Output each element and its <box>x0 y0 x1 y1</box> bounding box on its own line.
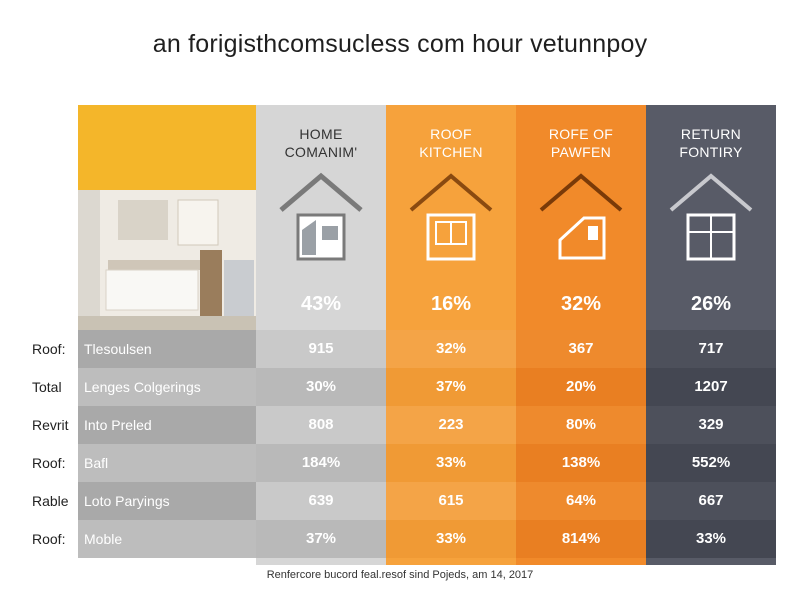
column-home-header: HOME COMANIM' <box>256 125 386 161</box>
table-cell: 37% <box>386 368 516 406</box>
table-row: Roof: Bafl 184% 33% 138% 552% <box>0 444 800 482</box>
table-row: Total Lenges Colgerings 30% 37% 20% 1207 <box>0 368 800 406</box>
table-cell: 667 <box>646 482 776 520</box>
house-home-icon <box>279 172 363 261</box>
column-kitchen-header-line2: KITCHEN <box>419 144 483 160</box>
house-kitchen-icon <box>409 173 493 261</box>
row-label-background <box>78 368 256 406</box>
table-cell: 329 <box>646 406 776 444</box>
table-cell: 20% <box>516 368 646 406</box>
row-label-name: Tlesoulsen <box>84 341 152 357</box>
row-label-category: Total <box>32 379 62 395</box>
column-kitchen-value: 16% <box>430 293 472 315</box>
column-return-header-line1: RETURN <box>680 126 742 142</box>
table-row: Revrit Into Preled 808 223 80% 329 <box>0 406 800 444</box>
row-label-category: Roof: <box>32 341 66 357</box>
table-cell: 33% <box>386 444 516 482</box>
row-label-background <box>78 444 256 482</box>
table-cell: 1207 <box>646 368 776 406</box>
table-cell: 814% <box>516 520 646 558</box>
row-label-background <box>78 520 256 558</box>
row-label-name: Moble <box>84 531 123 547</box>
table-cell: 33% <box>386 520 516 558</box>
photo-accent-block <box>78 105 256 190</box>
table-row: Rable Loto Paryings 639 615 64% 667 <box>0 482 800 520</box>
column-roof-header-line1: ROFE OF <box>548 126 614 142</box>
column-home-header-line2: COMANIM' <box>284 144 358 160</box>
table-cell: 30% <box>256 368 386 406</box>
footer-note: Renfercore bucord feal.resof sind Pojeds… <box>266 569 534 581</box>
row-label-background <box>78 406 256 444</box>
row-label-category: Rable <box>32 493 69 509</box>
table-cell: 32% <box>386 330 516 368</box>
column-return-header: RETURN FONTIRY <box>646 125 776 161</box>
column-return-header-line2: FONTIRY <box>679 144 743 160</box>
table-row: Roof: Tlesoulsen 915 32% 367 717 <box>0 330 800 368</box>
column-home-value: 43% <box>300 293 342 315</box>
table-row: Roof: Moble 37% 33% 814% 33% <box>0 520 800 558</box>
table-cell: 37% <box>256 520 386 558</box>
kitchen-photo-column <box>78 105 256 565</box>
row-label-background <box>78 330 256 368</box>
table-cell: 552% <box>646 444 776 482</box>
row-label-name: Lenges Colgerings <box>84 379 201 395</box>
table-cell: 184% <box>256 444 386 482</box>
table-cell: 138% <box>516 444 646 482</box>
row-label-category: Revrit <box>32 417 69 433</box>
column-roof-header-line2: PAWFEN <box>550 144 612 160</box>
table-cell: 80% <box>516 406 646 444</box>
row-label-name: Loto Paryings <box>84 493 170 509</box>
table-cell: 915 <box>256 330 386 368</box>
house-window-icon <box>669 173 753 261</box>
column-home-header-line1: HOME <box>299 126 343 142</box>
table-cell: 808 <box>256 406 386 444</box>
row-label-background <box>78 482 256 520</box>
table-cell: 223 <box>386 406 516 444</box>
row-label-category: Roof: <box>32 455 66 471</box>
kitchen-photo <box>78 190 256 330</box>
chart-title: an forigisthcomsucless com hour vetunnpo… <box>152 30 648 58</box>
table-cell: 367 <box>516 330 646 368</box>
table-cell: 639 <box>256 482 386 520</box>
column-return-value: 26% <box>690 293 732 315</box>
row-label-category: Roof: <box>32 531 66 547</box>
row-label-name: Into Preled <box>84 417 152 433</box>
table-cell: 717 <box>646 330 776 368</box>
house-roof-icon <box>539 173 623 260</box>
column-roof-header: ROFE OF PAWFEN <box>516 125 646 161</box>
row-label-name: Bafl <box>84 455 109 471</box>
table-cell: 64% <box>516 482 646 520</box>
column-kitchen-header-line1: ROOF <box>430 126 472 142</box>
column-kitchen-header: ROOF KITCHEN <box>386 125 516 161</box>
table-cell: 33% <box>646 520 776 558</box>
table-cell: 615 <box>386 482 516 520</box>
column-roof-value: 32% <box>560 293 602 315</box>
